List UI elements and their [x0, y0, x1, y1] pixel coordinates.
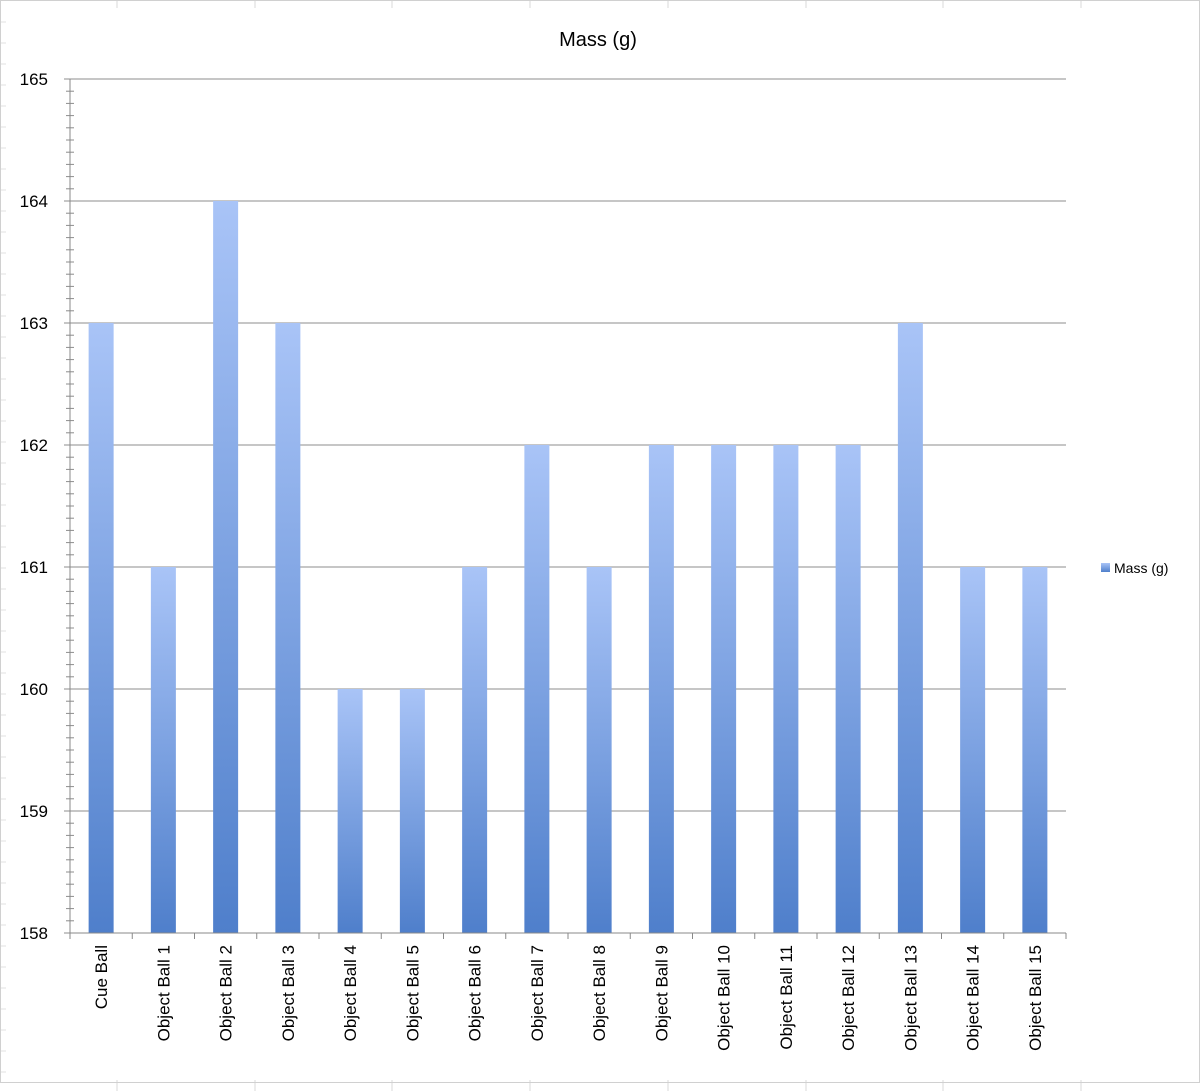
bar — [337, 689, 363, 933]
bar — [773, 445, 799, 933]
bar — [462, 567, 488, 933]
x-tick-label: Object Ball 1 — [154, 945, 173, 1041]
bar — [960, 567, 986, 933]
bar — [399, 689, 425, 933]
x-tick-labels: Cue Ball Object Ball 1 Object Ball 2 Object… — [92, 945, 1045, 1051]
chart-title: Mass (g) — [559, 29, 637, 51]
x-tick-label: Cue Ball — [92, 945, 111, 1009]
x-tick-label: Object Ball 8 — [590, 945, 609, 1041]
bar — [150, 567, 176, 933]
x-tick-label: Object Ball 5 — [403, 945, 422, 1041]
x-ticks — [69, 933, 1067, 939]
y-tick-labels: 158 159 160 161 162 163 164 165 — [20, 70, 48, 943]
bar — [88, 323, 114, 933]
x-tick-label: Object Ball 15 — [1026, 945, 1045, 1051]
y-minor-ticks — [64, 78, 74, 934]
x-tick-label: Object Ball 14 — [964, 945, 983, 1051]
y-tick-label: 162 — [20, 436, 48, 455]
x-tick-label: Object Ball 11 — [777, 945, 796, 1050]
x-tick-label: Object Ball 2 — [217, 945, 236, 1041]
x-tick-label: Object Ball 13 — [901, 945, 920, 1051]
y-tick-label: 159 — [20, 802, 48, 821]
bar — [648, 445, 674, 933]
bar — [897, 323, 923, 933]
y-tick-label: 161 — [20, 558, 48, 577]
y-tick-label: 165 — [20, 70, 48, 89]
y-tick-label: 160 — [20, 680, 48, 699]
x-tick-label: Object Ball 4 — [341, 945, 360, 1041]
y-tick-label: 158 — [20, 924, 48, 943]
y-tick-label: 163 — [20, 314, 48, 333]
x-tick-label: Object Ball 3 — [279, 945, 298, 1041]
bar — [213, 201, 239, 933]
bar — [1022, 567, 1048, 933]
y-tick-label: 164 — [20, 192, 48, 211]
x-tick-label: Object Ball 7 — [528, 945, 547, 1041]
x-tick-label: Object Ball 9 — [652, 945, 671, 1041]
legend-swatch — [1101, 563, 1110, 572]
x-tick-label: Object Ball 10 — [715, 945, 734, 1051]
bar-series — [88, 201, 1048, 933]
bar — [524, 445, 550, 933]
bar — [275, 323, 301, 933]
legend-label: Mass (g) — [1114, 560, 1168, 576]
x-tick-label: Object Ball 6 — [466, 945, 485, 1041]
bar — [835, 445, 861, 933]
legend: Mass (g) — [1101, 560, 1168, 576]
bar — [711, 445, 737, 933]
bar — [586, 567, 612, 933]
x-tick-label: Object Ball 12 — [839, 945, 858, 1051]
